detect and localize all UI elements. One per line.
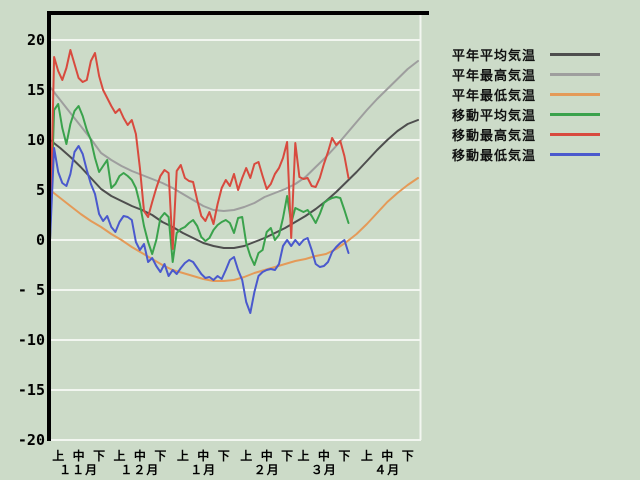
- legend-swatch: [550, 132, 600, 136]
- series-lines: [49, 49, 419, 314]
- y-tick-label-5: 5: [36, 181, 45, 199]
- y-tick-label--15: -15: [18, 381, 45, 399]
- x-tick-jun-1-2: 下: [154, 449, 166, 463]
- y-gridlines: [50, 12, 422, 441]
- x-tick-jun-1-0: 上: [113, 448, 125, 463]
- legend-label: 移動最高気温: [452, 128, 537, 144]
- x-month-label-0: １１月: [59, 463, 98, 477]
- x-tick-jun-0-2: 下: [93, 449, 105, 463]
- series-line-3: [49, 103, 350, 266]
- legend-item-1: 平年最高気温: [452, 64, 632, 84]
- series-line-4: [49, 49, 350, 250]
- y-tick-label-20: 20: [27, 31, 45, 49]
- axis-frame: [47, 11, 429, 441]
- x-tick-jun-2-0: 上: [177, 448, 189, 463]
- x-tick-jun-3-1: 中: [261, 448, 273, 463]
- x-top-border: [47, 11, 429, 15]
- x-month-label-3: ２月: [254, 463, 280, 477]
- x-tick-jun-2-2: 下: [218, 449, 230, 463]
- x-tick-jun-0-1: 中: [73, 448, 85, 463]
- y-tick-label--10: -10: [18, 331, 45, 349]
- y-tick-label-0: 0: [36, 231, 45, 249]
- legend-label: 移動最低気温: [452, 148, 537, 164]
- legend-label: 平年平均気温: [452, 48, 537, 64]
- x-month-label-4: ３月: [311, 463, 337, 477]
- x-month-label-1: １２月: [120, 463, 159, 477]
- chart-legend: 平年平均気温 平年最高気温 平年最低気温 移動平均気温 移動最高気温 移動最低気温: [452, 44, 632, 164]
- legend-item-2: 平年最低気温: [452, 84, 632, 104]
- x-tick-jun-0-0: 上: [52, 448, 64, 463]
- legend-item-0: 平年平均気温: [452, 44, 632, 64]
- legend-label: 移動平均気温: [452, 108, 537, 124]
- x-tick-jun-4-2: 下: [338, 449, 350, 463]
- x-tick-jun-5-1: 中: [381, 448, 393, 463]
- y-tick-label-10: 10: [27, 131, 45, 149]
- x-tick-jun-1-1: 中: [134, 448, 146, 463]
- x-tick-jun-4-0: 上: [297, 448, 309, 463]
- legend-item-5: 移動最低気温: [452, 144, 632, 164]
- y-axis-labels: 20 15 10 5 0 - 5 -10 -15 -20: [18, 31, 45, 449]
- x-tick-jun-3-0: 上: [240, 448, 252, 463]
- x-tick-jun-3-2: 下: [281, 449, 293, 463]
- x-month-label-5: ４月: [374, 463, 400, 477]
- legend-swatch: [550, 72, 600, 76]
- x-tick-jun-4-1: 中: [318, 448, 330, 463]
- series-line-1: [49, 60, 419, 212]
- y-tick-label-15: 15: [27, 81, 45, 99]
- y-tick-label--20: -20: [18, 431, 45, 449]
- legend-swatch: [550, 152, 600, 156]
- legend-swatch: [550, 112, 600, 116]
- legend-label: 平年最高気温: [452, 68, 537, 84]
- x-month-label-2: １月: [190, 463, 216, 477]
- series-line-2: [49, 177, 419, 282]
- y-axis-line: [47, 11, 51, 441]
- y-tick-label--5: - 5: [18, 281, 45, 299]
- legend-item-4: 移動最高気温: [452, 124, 632, 144]
- legend-swatch: [550, 92, 600, 96]
- x-axis-labels: 上中下１１月上中下１２月上中下１月上中下２月上中下３月上中下４月: [52, 448, 414, 477]
- legend-swatch: [550, 52, 600, 56]
- x-tick-jun-5-0: 上: [361, 448, 373, 463]
- x-tick-jun-5-2: 下: [402, 449, 414, 463]
- series-line-5: [49, 145, 350, 314]
- x-tick-jun-2-1: 中: [197, 448, 209, 463]
- legend-item-3: 移動平均気温: [452, 104, 632, 124]
- series-line-0: [49, 119, 419, 249]
- legend-label: 平年最低気温: [452, 88, 537, 104]
